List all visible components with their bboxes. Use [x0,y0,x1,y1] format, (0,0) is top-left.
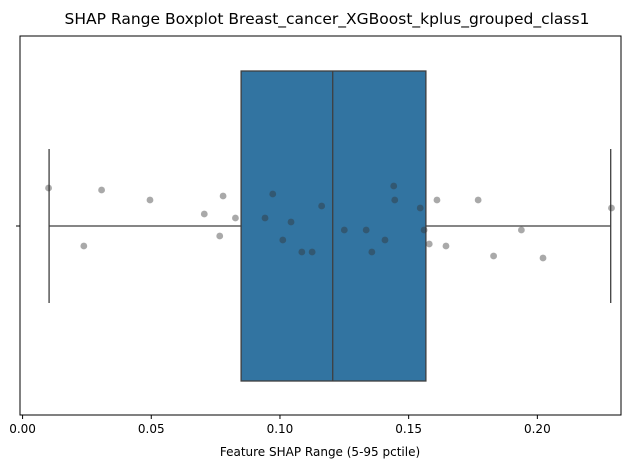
data-point [517,226,525,234]
data-point [287,218,295,226]
data-point [433,196,441,204]
x-tick-label: 0.20 [524,422,551,436]
data-point [232,214,239,222]
data-point [80,242,88,250]
data-point [442,242,450,250]
data-point [219,192,227,200]
x-axis-label: Feature SHAP Range (5-95 pctile) [220,445,420,459]
x-tick-label: 0.05 [138,422,165,436]
data-point [45,184,52,192]
data-point [261,214,269,222]
data-point [390,182,398,190]
data-point [539,254,547,262]
data-point [391,196,399,204]
data-point [216,232,224,240]
chart-title: SHAP Range Boxplot Breast_cancer_XGBoost… [65,10,590,29]
x-tick-label: 0.10 [267,422,294,436]
x-axis: 0.00 0.05 0.10 0.15 0.20 [9,415,551,436]
data-point [474,196,482,204]
data-point [368,248,376,256]
data-point [98,186,105,194]
data-point [608,204,615,212]
data-point [308,248,316,256]
data-point [340,226,348,234]
data-point [318,202,326,210]
data-point [362,226,370,234]
data-point [420,226,428,234]
data-point [269,190,277,198]
data-point [298,248,306,256]
data-point [425,240,433,248]
x-tick-label: 0.00 [9,422,36,436]
data-point [381,236,389,244]
data-point [146,196,154,204]
data-point [200,210,208,218]
plot-area [16,35,622,416]
data-point [490,252,497,260]
iqr-box [240,70,427,382]
x-tick-label: 0.15 [395,422,422,436]
data-point [279,236,287,244]
data-point [416,204,424,212]
